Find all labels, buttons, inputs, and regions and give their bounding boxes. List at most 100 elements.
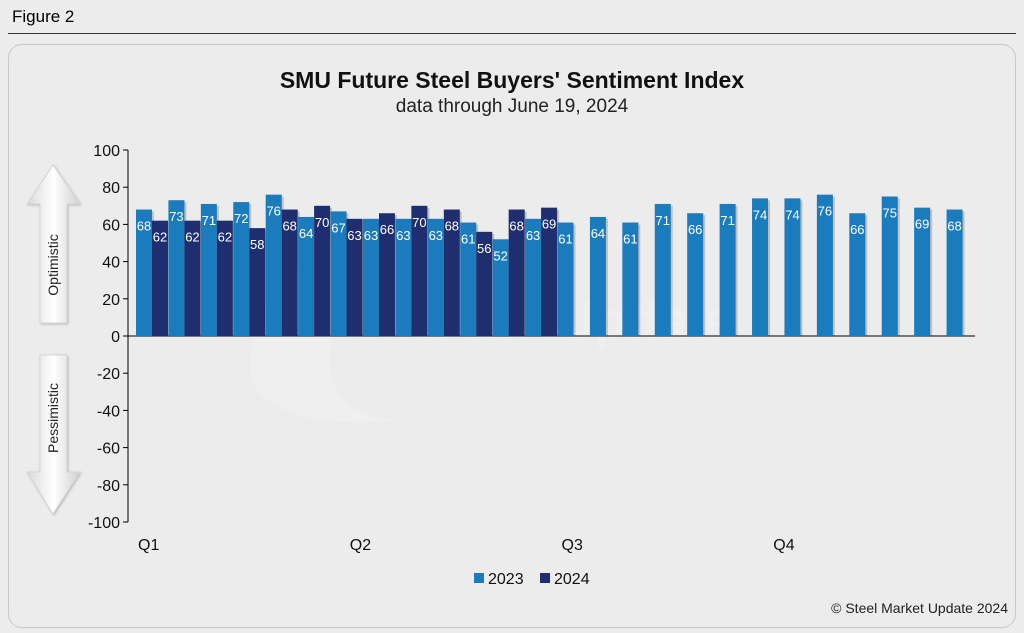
bar-2023 xyxy=(752,198,769,336)
bar-2023 xyxy=(460,222,477,336)
bar-2023 xyxy=(427,218,444,336)
y-tick-label: -80 xyxy=(97,478,120,495)
quarter-label: Q1 xyxy=(138,537,159,554)
bar-2023 xyxy=(362,218,379,336)
quarter-label: Q3 xyxy=(562,537,583,554)
y-tick-label: 40 xyxy=(102,255,120,272)
bar-2023 xyxy=(168,200,185,336)
bar-2023 xyxy=(395,218,412,336)
bar-2023-value-label: 71 xyxy=(202,213,216,228)
bar-2023-value-label: 61 xyxy=(461,232,475,247)
legend-swatch-2024 xyxy=(540,573,550,583)
bar-2023-value-label: 64 xyxy=(299,226,313,241)
bar-2024 xyxy=(378,213,395,336)
bar-2024 xyxy=(249,228,266,336)
bar-2024-value-label: 62 xyxy=(185,230,199,245)
bar-2023-value-label: 73 xyxy=(169,209,183,224)
pessimistic-label: Pessimistic xyxy=(45,383,61,453)
bar-2023 xyxy=(784,198,801,336)
bar-2023 xyxy=(816,194,833,336)
legend: 2023 2024 xyxy=(474,571,590,588)
bar-2023-value-label: 67 xyxy=(331,220,345,235)
bar-2023-value-label: 63 xyxy=(429,228,443,243)
bar-2023 xyxy=(265,194,282,336)
bar-2023-value-label: 76 xyxy=(818,204,832,219)
figure-label: Figure 2 xyxy=(12,7,75,26)
y-tick-label: -40 xyxy=(97,403,120,420)
bar-2024-value-label: 62 xyxy=(153,230,167,245)
bar-2023-value-label: 66 xyxy=(688,222,702,237)
legend-swatch-2023 xyxy=(474,573,484,583)
y-tick-label: 20 xyxy=(102,292,120,309)
legend-label-2024: 2024 xyxy=(554,571,590,588)
y-tick-label: -20 xyxy=(97,366,120,383)
bar-2023 xyxy=(330,211,347,336)
bar-2023-value-label: 71 xyxy=(656,213,670,228)
bar-2023-value-label: 72 xyxy=(234,211,248,226)
y-tick-label: 0 xyxy=(111,329,120,346)
bar-2024-value-label: 63 xyxy=(347,228,361,243)
bar-2023 xyxy=(492,239,509,336)
bar-2023-value-label: 68 xyxy=(137,219,151,234)
y-tick-label: 60 xyxy=(102,217,120,234)
bar-2023-value-label: 66 xyxy=(850,222,864,237)
bar-2024 xyxy=(411,205,428,336)
bar-2023-value-label: 63 xyxy=(526,228,540,243)
chart-title: SMU Future Steel Buyers' Sentiment Index xyxy=(279,67,745,93)
bar-2023-value-label: 71 xyxy=(720,213,734,228)
bar-2023 xyxy=(654,203,671,336)
bar-2024 xyxy=(541,207,558,336)
bar-2024-value-label: 66 xyxy=(380,222,394,237)
bar-2023-value-label: 69 xyxy=(915,217,929,232)
bar-2024 xyxy=(184,220,201,336)
chart-subtitle: data through June 19, 2024 xyxy=(395,96,629,117)
bar-2023 xyxy=(946,209,963,336)
bar-2024-value-label: 70 xyxy=(315,215,329,230)
bar-2023 xyxy=(233,202,250,336)
bar-2023-value-label: 61 xyxy=(623,232,637,247)
bar-2023 xyxy=(525,218,542,336)
bar-2023 xyxy=(557,222,574,336)
bar-2024-value-label: 68 xyxy=(282,219,296,234)
bar-2023 xyxy=(136,209,152,336)
bar-2024 xyxy=(314,205,331,336)
bar-2024-value-label: 56 xyxy=(477,241,491,256)
optimistic-arrow-icon xyxy=(26,164,81,324)
bar-2023-value-label: 75 xyxy=(882,206,896,221)
sentiment-arrows: Optimistic Pessimistic xyxy=(26,164,81,515)
bar-2024-value-label: 70 xyxy=(412,215,426,230)
y-tick-label: -100 xyxy=(88,515,120,532)
bar-2023 xyxy=(298,216,315,336)
bar-2023-value-label: 63 xyxy=(364,228,378,243)
bar-2023-value-label: 61 xyxy=(558,232,572,247)
bar-2023-value-label: 74 xyxy=(785,207,799,222)
pessimistic-arrow-icon xyxy=(26,354,81,515)
bar-2024 xyxy=(281,209,298,336)
legend-label-2023: 2023 xyxy=(488,571,524,588)
bar-2024-value-label: 68 xyxy=(445,219,459,234)
y-tick-label: 80 xyxy=(102,180,120,197)
bar-2023-value-label: 74 xyxy=(753,207,767,222)
bar-2023 xyxy=(589,216,606,336)
bar-2023-value-label: 76 xyxy=(266,204,280,219)
bar-2024 xyxy=(152,220,168,336)
bar-2024-value-label: 69 xyxy=(542,217,556,232)
bar-2023-value-label: 52 xyxy=(493,248,507,263)
quarter-label: Q2 xyxy=(350,537,371,554)
optimistic-label: Optimistic xyxy=(45,234,61,295)
bar-2024 xyxy=(216,220,233,336)
bar-2024 xyxy=(508,209,525,336)
bar-2023 xyxy=(849,213,866,336)
bar-2023 xyxy=(881,196,898,336)
bar-2024 xyxy=(346,218,363,336)
copyright-text: © Steel Market Update 2024 xyxy=(831,600,1008,616)
bar-2023-value-label: 63 xyxy=(396,228,410,243)
bar-2023-value-label: 68 xyxy=(947,219,961,234)
quarter-label: Q4 xyxy=(773,537,794,554)
bar-2023 xyxy=(622,222,639,336)
bar-2023 xyxy=(687,213,704,336)
y-tick-label: 100 xyxy=(93,143,120,160)
bar-2024 xyxy=(476,231,493,336)
